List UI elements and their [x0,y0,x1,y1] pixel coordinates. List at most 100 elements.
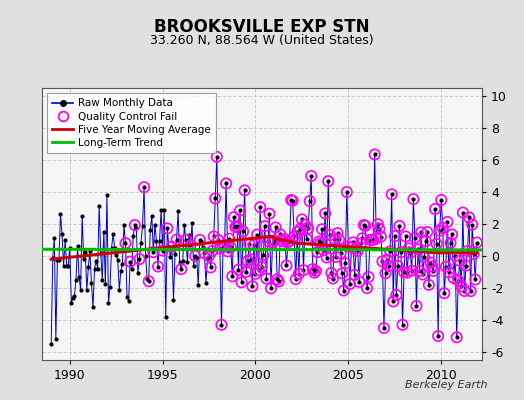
Point [301,222,309,228]
Point [380,325,388,331]
Point [104,300,113,306]
Point [435,228,444,234]
Point [424,282,433,288]
Point [327,270,335,276]
Point [276,231,285,238]
Point [364,274,373,280]
Point [286,238,294,244]
Point [174,208,182,214]
Point [389,298,397,305]
Point [172,236,181,243]
Point [112,252,121,259]
Point [252,271,260,277]
Point [312,268,320,274]
Point [84,264,93,270]
Point [168,244,176,250]
Point [347,244,356,251]
Point [408,268,416,274]
Point [392,292,400,298]
Point [378,258,387,265]
Point [180,222,189,228]
Point [455,258,464,264]
Point [298,216,306,223]
Point [72,276,80,283]
Point [250,242,258,248]
Point [448,231,456,238]
Point [463,248,472,254]
Point [92,258,100,264]
Point [366,236,374,243]
Point [194,282,202,288]
Point [419,271,427,278]
Point [403,270,411,276]
Point [244,258,252,264]
Point [242,269,250,275]
Point [437,197,445,203]
Point [442,264,450,270]
Point [443,219,452,225]
Text: BROOKSVILLE EXP STN: BROOKSVILLE EXP STN [154,18,370,36]
Point [52,336,60,342]
Point [262,275,270,282]
Point [385,263,393,269]
Point [211,195,220,202]
Point [191,253,199,259]
Point [233,223,241,229]
Point [405,245,413,252]
Point [149,249,158,255]
Point [448,231,456,238]
Point [73,242,82,249]
Point [301,222,309,228]
Point [152,238,161,244]
Point [54,257,63,263]
Point [332,254,340,260]
Point [200,250,209,256]
Point [346,281,354,287]
Point [445,269,453,276]
Point [381,270,390,276]
Point [332,254,340,260]
Point [208,248,216,254]
Point [103,192,111,198]
Point [340,287,348,294]
Point [468,221,476,228]
Point [62,262,71,269]
Point [426,260,434,266]
Point [428,263,436,270]
Point [219,244,227,250]
Point [206,264,215,271]
Point [182,236,190,243]
Point [126,258,134,265]
Point [239,228,247,235]
Point [96,250,105,257]
Point [409,196,418,202]
Point [247,256,255,263]
Point [343,189,351,195]
Point [127,266,136,272]
Point [455,258,464,264]
Point [117,268,125,274]
Point [409,196,418,202]
Point [454,277,463,284]
Point [222,180,230,187]
Point [401,233,410,240]
Point [145,278,153,284]
Point [322,254,331,261]
Point [394,263,402,269]
Point [313,249,322,255]
Point [279,238,288,245]
Point [369,237,377,243]
Point [315,238,323,245]
Text: Berkeley Earth: Berkeley Earth [405,380,487,390]
Point [344,243,353,250]
Point [361,222,369,229]
Point [171,251,179,258]
Point [49,254,57,261]
Point [260,223,269,229]
Point [320,247,328,253]
Point [338,270,346,276]
Point [346,281,354,287]
Point [275,278,283,285]
Point [411,234,419,241]
Point [253,231,261,238]
